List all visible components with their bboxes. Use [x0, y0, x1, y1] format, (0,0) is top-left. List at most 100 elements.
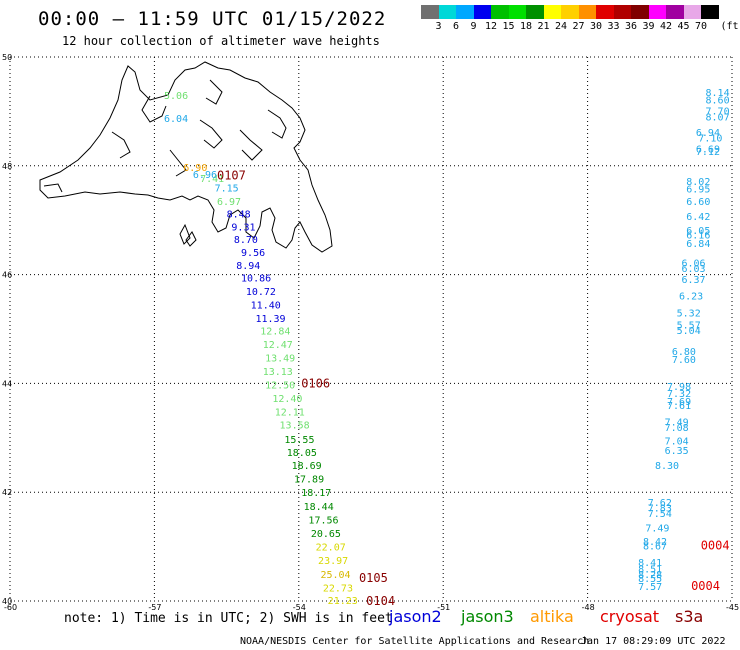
colorbar-label: 39 — [642, 21, 655, 32]
wave-height-label: 6.97 — [217, 197, 241, 208]
colorbar-label: 45 — [677, 21, 690, 32]
pass-time-tag: 0107 — [217, 169, 246, 183]
wave-height-label: 13.58 — [280, 421, 310, 432]
wave-height-label: 15.55 — [284, 435, 314, 446]
wave-height-label: 22.73 — [323, 583, 353, 594]
lat-lon-grid — [9, 56, 733, 602]
wave-height-label: 12.84 — [260, 327, 290, 338]
wave-height-label: 7.69 — [667, 397, 691, 408]
wave-height-label: 6.37 — [681, 275, 705, 286]
colorbar-swatch — [473, 5, 491, 19]
wave-height-label: 10.72 — [246, 287, 276, 298]
wave-height-label: 8.28 — [638, 570, 662, 581]
wave-height-label: 7.49 — [665, 417, 689, 428]
wave-height-label: 7.70 — [706, 106, 730, 117]
wave-height-label: 6.60 — [686, 197, 710, 208]
wave-height-label: 7.54 — [648, 509, 672, 520]
wave-height-label: 8.42 — [643, 537, 667, 548]
lon-axis-label: -45 — [726, 603, 739, 612]
colorbar-swatch — [648, 5, 666, 19]
pass-time-tag: 0105 — [359, 571, 388, 585]
wave-height-label: 18.17 — [301, 488, 331, 499]
wave-height-label: 7.08 — [665, 423, 689, 434]
wave-height-label: 22.07 — [316, 543, 346, 554]
colorbar-swatch — [561, 5, 579, 19]
colorbar-label: 12 — [484, 21, 498, 32]
wave-height-label: 23.97 — [318, 556, 348, 567]
lat-axis-label: 44 — [2, 379, 12, 388]
wave-height-label: 8.02 — [686, 177, 710, 188]
colorbar-swatch — [491, 5, 509, 19]
satellite-legend-jason3: jason3 — [461, 607, 514, 626]
colorbar-label: 9 — [470, 21, 477, 32]
footer-credit: NOAA/NESDIS Center for Satellite Applica… — [240, 636, 590, 647]
wave-height-label: 18.69 — [292, 461, 322, 472]
colorbar-swatch — [526, 5, 544, 19]
wave-height-label: 8.41 — [638, 558, 662, 569]
lat-axis-label: 50 — [2, 53, 12, 62]
wave-height-label: 10.86 — [241, 273, 271, 284]
colorbar-swatch — [613, 5, 631, 19]
wave-height-label: 6.06 — [681, 259, 705, 270]
colorbar-label: 24 — [554, 21, 568, 32]
colorbar-swatch — [508, 5, 526, 19]
satellite-legend-cryosat: cryosat — [600, 607, 660, 626]
colorbar-swatch — [438, 5, 456, 19]
colorbar-label: 36 — [624, 21, 638, 32]
wave-height-label: 6.05 — [686, 226, 710, 237]
footer-timestamp: Jan 17 08:29:09 UTC 2022 — [581, 636, 726, 647]
lon-axis-label: -54 — [293, 603, 306, 612]
wave-height-label: 8.30 — [655, 461, 679, 472]
wave-height-label: 6.96 — [193, 170, 217, 181]
wave-height-label: 7.62 — [648, 498, 672, 509]
wave-height-label: 7.32 — [667, 389, 691, 400]
wave-height-label: 7.98 — [667, 382, 691, 393]
wave-height-label: 6.04 — [164, 114, 188, 125]
wave-height-label: 6.90 — [183, 163, 207, 174]
lon-axis-label: -57 — [148, 603, 161, 612]
wave-height-label: 5.04 — [677, 326, 701, 337]
colorbar-swatch — [456, 5, 474, 19]
colorbar-label: 42 — [659, 21, 673, 32]
colorbar-label: 70 — [694, 21, 708, 32]
coastline-newfoundland — [39, 61, 333, 253]
wave-height-label: 5.06 — [164, 91, 188, 102]
colorbar-label: 6 — [452, 21, 460, 32]
wave-height-label: 12.47 — [263, 340, 293, 351]
wave-height-label: 7.57 — [638, 582, 662, 593]
colorbar-unit: (ft) — [720, 21, 740, 32]
satellite-legend-altika: altika — [530, 607, 574, 626]
pass-time-tag: 0106 — [301, 376, 330, 390]
wave-height-label: 8.51 — [638, 564, 662, 575]
wave-height-label: 7.61 — [667, 401, 691, 412]
wave-height-label: 8.70 — [234, 235, 258, 246]
colorbar-label: 30 — [589, 21, 603, 32]
wave-height-label: 8.07 — [706, 112, 730, 123]
track-labels: 5.06 6.907.41 6.04 6.96 7.15 6.97 8.48 9.318.70… — [164, 88, 730, 608]
colorbar-swatch — [596, 5, 614, 19]
wave-height-label: 20.65 — [311, 529, 341, 540]
wave-height-label: 17.56 — [308, 515, 338, 526]
wave-height-label: 7.60 — [672, 355, 696, 366]
pass-time-tag: 0004 — [701, 539, 730, 553]
colorbar-label: 18 — [519, 21, 533, 32]
wave-height-label: 12.11 — [275, 408, 305, 419]
wave-height-label: 8.48 — [227, 210, 251, 221]
colorbar-label: 33 — [607, 21, 620, 32]
pass-time-tag: 0104 — [366, 594, 395, 608]
wave-height-label: 6.69 — [696, 144, 720, 155]
wave-height-label: 6.16 — [686, 230, 710, 241]
axis-labels: 50 48 46 44 42 40-60 -57 -54 -51 -48 -45 — [2, 53, 739, 612]
colorbar-swatch — [631, 5, 649, 19]
colorbar-swatch — [683, 5, 701, 19]
wave-height-label: 12.50 — [265, 380, 295, 391]
wave-height-label: 6.35 — [665, 446, 689, 457]
legend-note: note: 1) Time is in UTC; 2) SWH is in fe… — [64, 611, 393, 626]
wave-height-label: 7.83 — [648, 503, 672, 514]
wave-height-label: 8.55 — [638, 574, 662, 585]
lon-axis-label: -48 — [582, 603, 595, 612]
wave-height-label: 6.84 — [686, 239, 710, 250]
wave-height-label: 7.04 — [665, 437, 689, 448]
colorbar-label: 21 — [537, 21, 550, 32]
